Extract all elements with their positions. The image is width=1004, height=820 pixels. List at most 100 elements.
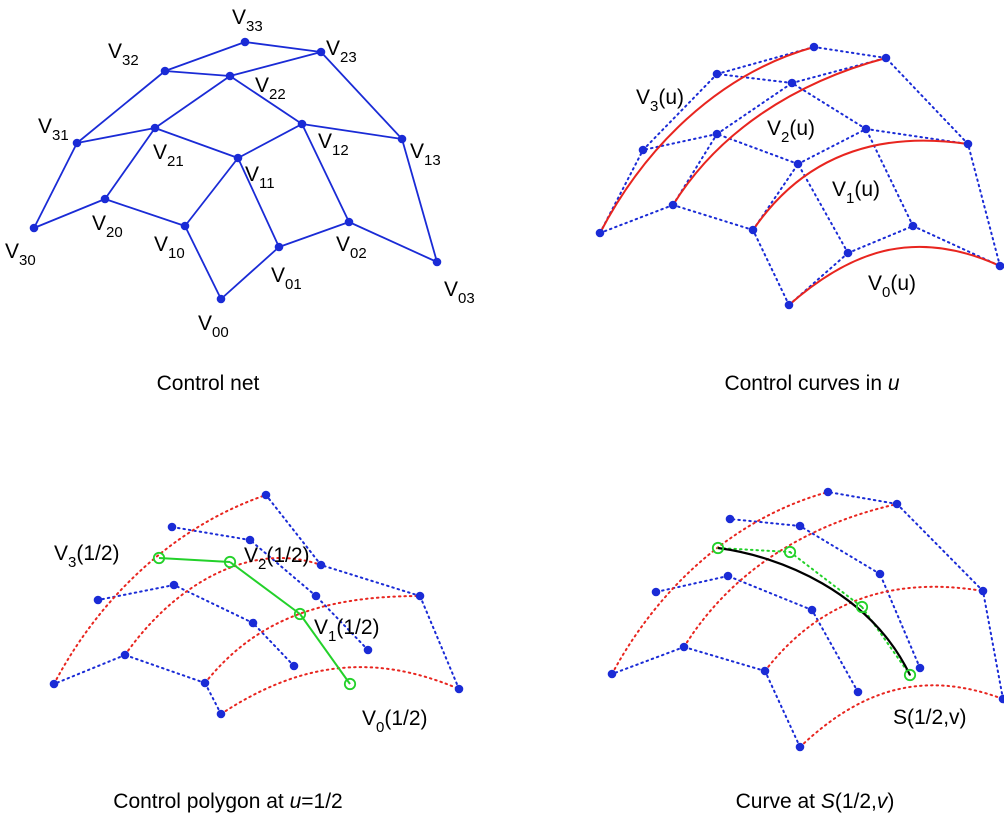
control-curve-v2u [672, 57, 887, 206]
cp-red-curve-2 [124, 557, 322, 656]
sc-point-31 [651, 587, 661, 597]
cp-point-20 [120, 650, 130, 660]
net-label-v02: V02 [336, 233, 367, 262]
sc-edge-v-11 [727, 575, 813, 611]
net-label-v21: V21 [153, 141, 184, 170]
cc-point-23 [881, 53, 891, 63]
control-polygon-label-3: V0(1/2) [362, 707, 428, 736]
sc-edge-v-12 [799, 525, 881, 575]
cp-point-22 [245, 535, 255, 545]
net-label-v30: V30 [5, 240, 36, 269]
net-label-v31: V31 [38, 115, 69, 144]
net-edge-u-31 [76, 70, 166, 144]
cc-point-13 [963, 139, 973, 149]
cc-edge-u-12 [865, 128, 969, 145]
net-edge-v-10 [104, 198, 186, 227]
sc-polygon-point-1 [855, 600, 869, 614]
control-polygon-label-2: V1(1/2) [314, 616, 380, 645]
sc-point-10 [760, 666, 770, 676]
control-polygon-point-2 [223, 555, 237, 569]
net-vertex-12 [297, 119, 307, 129]
surface-curve [717, 546, 911, 676]
control-curve-label-0: V3(u) [636, 86, 684, 115]
cc-point-00 [784, 300, 794, 310]
cp-point-23 [316, 560, 326, 570]
sc-red-curve-3 [611, 491, 829, 675]
cp-edge-v-12 [249, 539, 317, 597]
net-vertex-01 [274, 242, 284, 252]
cc-point-22 [787, 78, 797, 88]
control-polygon-label-1: V2(1/2) [244, 544, 310, 573]
cc-point-30 [595, 228, 605, 238]
sc-point-32 [725, 514, 735, 524]
sc-point-21 [723, 571, 733, 581]
sc-edge-v-22 [729, 518, 801, 527]
control-polygon-segment-2 [299, 613, 351, 685]
net-label-v03: V03 [444, 278, 475, 307]
sc-red-curve-0 [799, 684, 1004, 748]
cc-edge-v-21 [642, 133, 718, 151]
cc-point-12 [861, 124, 871, 134]
net-edge-v-01 [237, 157, 280, 248]
panel-control-polygon: V3(1/2) V2(1/2) V1(1/2) V0(1/2) [49, 490, 464, 736]
sc-edge-v-23 [827, 491, 898, 505]
sc-polygon-segment-1 [789, 551, 863, 608]
net-edge-u-22 [229, 51, 322, 77]
cp-point-32 [167, 522, 177, 532]
cp-point-11 [248, 618, 258, 628]
cc-point-01 [843, 248, 853, 258]
net-label-v13: V13 [410, 140, 441, 169]
control-curve-label-2: V1(u) [832, 178, 880, 207]
cc-edge-u-22 [791, 57, 887, 84]
net-edge-v-02 [301, 123, 350, 223]
net-vertex-11 [233, 153, 243, 163]
sc-point-01 [853, 687, 863, 697]
control-curve-v1u [752, 139, 969, 231]
cc-edge-u-31 [642, 73, 718, 151]
cc-point-21 [712, 129, 722, 139]
sc-edge-v-13 [896, 503, 984, 592]
net-vertex-31 [72, 138, 82, 148]
caption-control-net: Control net [157, 372, 260, 395]
sc-point-33 [823, 487, 833, 497]
sc-edge-v-02 [879, 573, 921, 669]
sc-red-curve-2 [683, 503, 898, 648]
cp-point-33 [261, 490, 271, 500]
panel-surface-curve: S(1/2,v) [607, 487, 1004, 752]
caption-control-curves: Control curves in u [724, 372, 899, 395]
cp-red-curve-0 [220, 666, 460, 715]
net-vertex-23 [316, 47, 326, 57]
cc-edge-v-22 [716, 73, 793, 84]
net-vertex-20 [100, 194, 110, 204]
net-edge-u-21 [154, 75, 231, 129]
net-edge-u-11 [237, 123, 303, 159]
net-edge-v-22 [164, 70, 231, 77]
net-vertex-10 [180, 221, 190, 231]
net-vertex-32 [160, 66, 170, 76]
cc-edge-v-11 [716, 133, 799, 165]
net-edge-v-12 [229, 75, 303, 125]
cc-edge-u-02 [912, 225, 1001, 267]
net-label-v01: V01 [271, 264, 302, 293]
panel-control-net: V00 V01 V02 V03 V10 V11 V12 V13 V20 V21 V22 V23 V30 V… [5, 6, 475, 341]
cc-edge-v-20 [599, 204, 674, 234]
cp-edge-v-23 [265, 494, 322, 566]
net-edge-v-20 [33, 198, 106, 229]
sc-polygon-segment-0 [717, 547, 791, 553]
sc-point-23 [892, 499, 902, 509]
sc-point-03 [998, 694, 1004, 704]
net-label-v00: V00 [198, 312, 229, 341]
cp-point-03 [454, 684, 464, 694]
cp-edge-v-22 [171, 526, 251, 541]
cc-point-32 [712, 69, 722, 79]
cp-point-01 [289, 661, 299, 671]
cp-point-21 [169, 580, 179, 590]
sc-polygon-point-0 [903, 668, 917, 682]
net-vertex-03 [432, 257, 442, 267]
net-vertex-02 [344, 217, 354, 227]
caption-surface-curve: Curve at S(1/2,v) [736, 790, 895, 813]
cc-point-20 [668, 200, 678, 210]
net-edge-u-32 [164, 41, 246, 72]
sc-edge-v-20 [611, 646, 685, 675]
